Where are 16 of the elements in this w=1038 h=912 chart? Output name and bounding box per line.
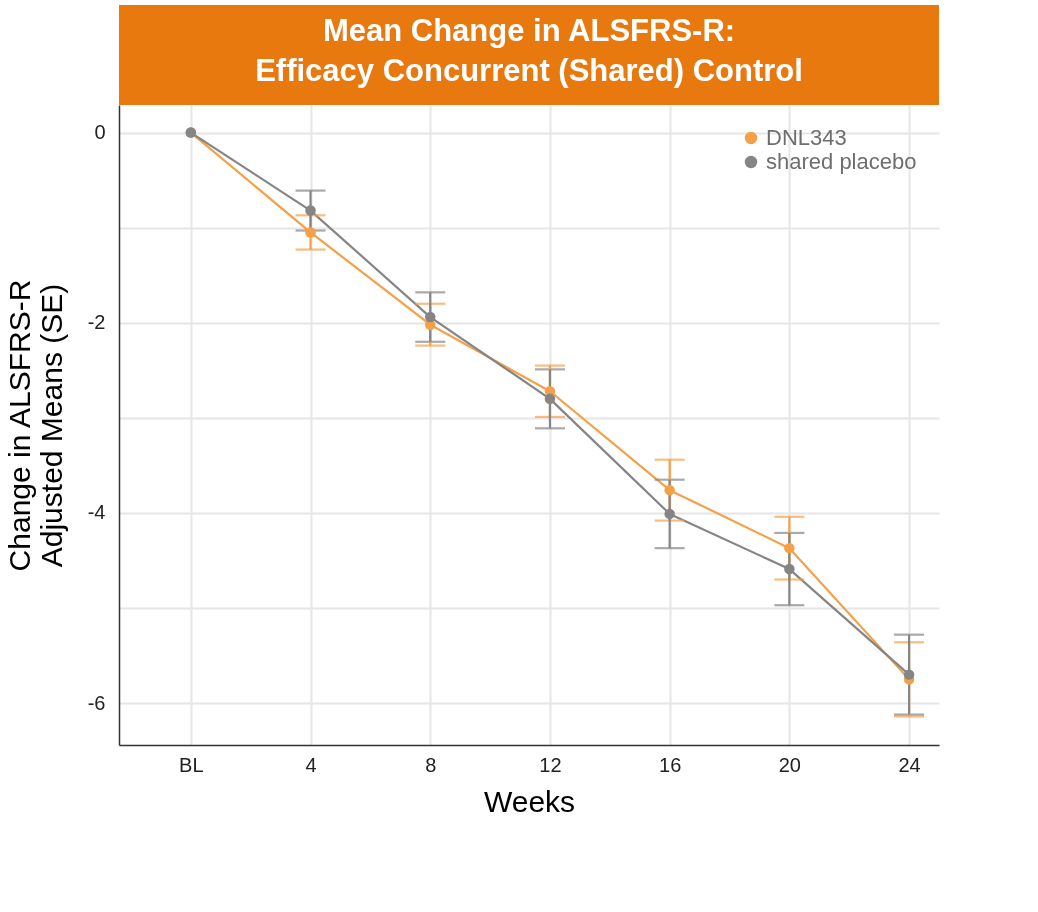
x-tick-label: 12 [539,753,562,776]
x-tick-label: BL [179,753,204,776]
x-tick-label: 16 [659,753,682,776]
x-tick-label: 8 [425,753,437,776]
x-tick-label: 24 [898,753,921,776]
legend-label: shared placebo [766,149,917,174]
y-tick-label: -2 [87,311,106,334]
y-tick-label: 0 [94,121,106,144]
x-tick-label: 4 [305,753,317,776]
y-tick-label: -4 [87,501,106,524]
chart-title: Mean Change in ALSFRS-R: Efficacy Concurrent (Shared) Control [255,13,803,88]
x-axis-title: Weeks [483,784,576,818]
y-tick-label: -6 [87,691,106,714]
y-axis-title: Change in ALSFRS-R Adjusted Means (SE) [2,279,68,572]
legend-label: DNL343 [766,125,847,150]
x-tick-label: 20 [778,753,801,776]
